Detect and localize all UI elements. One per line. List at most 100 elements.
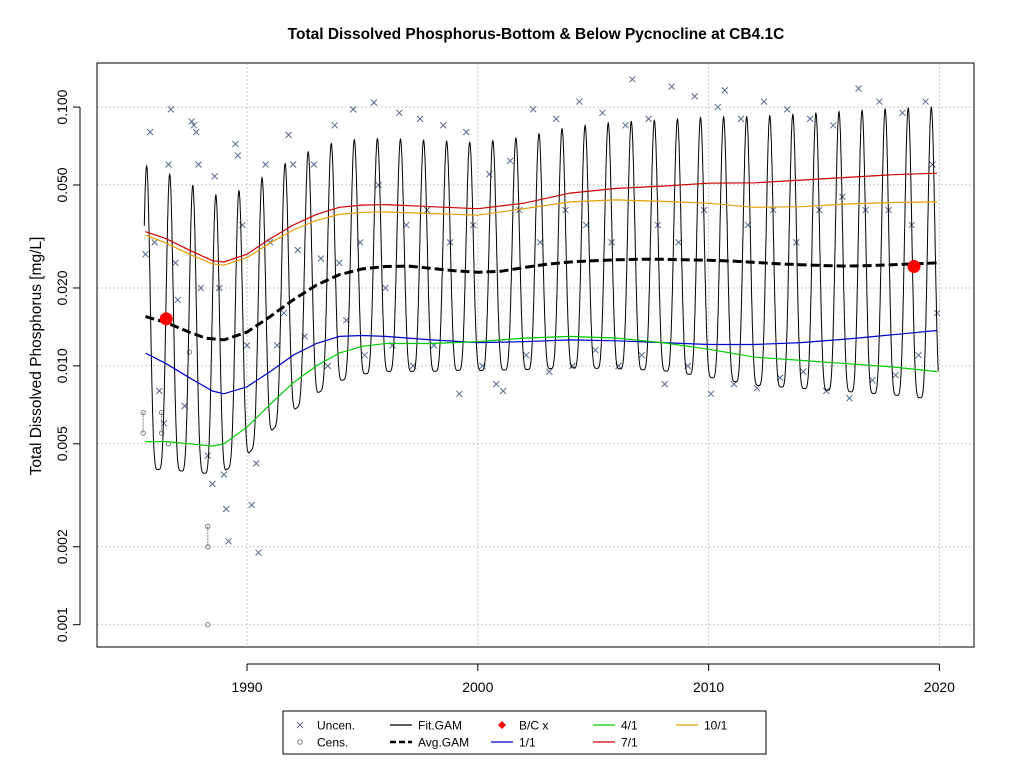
uncensored-point xyxy=(190,121,198,129)
uncensored-x-stroke xyxy=(668,83,676,90)
x-tick-label: 2000 xyxy=(462,679,493,695)
uncensored-point xyxy=(289,161,297,168)
uncensored-point xyxy=(172,259,179,267)
uncensored-x-stroke xyxy=(172,259,179,267)
uncensored-point xyxy=(375,181,382,189)
uncensored-x-stroke xyxy=(335,259,343,267)
uncensored-x-stroke xyxy=(423,206,431,214)
uncensored-x-stroke xyxy=(753,384,761,392)
uncensored-point xyxy=(317,255,325,262)
uncensored-point xyxy=(915,351,922,359)
uncensored-x-stroke xyxy=(188,118,195,125)
censored-marker xyxy=(158,430,165,436)
uncensored-x-stroke xyxy=(382,284,389,292)
uncensored-point xyxy=(799,368,807,375)
uncensored-x-stroke xyxy=(220,471,228,478)
legend-label: Uncen. xyxy=(317,719,355,733)
legend-label: Cens. xyxy=(317,736,348,750)
uncensored-x-stroke xyxy=(197,284,205,292)
legend-box xyxy=(282,710,767,755)
uncensored-point xyxy=(783,105,791,113)
uncensored-x-stroke xyxy=(721,87,729,94)
uncensored-point xyxy=(324,362,332,370)
legend-label: B/C x xyxy=(519,719,548,733)
uncensored-point xyxy=(629,75,636,83)
uncensored-x-stroke xyxy=(929,161,936,168)
uncensored-point xyxy=(273,342,281,349)
legend-item-10-1: 10/1 xyxy=(676,719,728,733)
uncensored-x-stroke xyxy=(252,460,260,467)
uncensored-point xyxy=(899,109,906,117)
uncensored-point xyxy=(243,342,251,349)
uncensored-point xyxy=(310,161,318,168)
uncensored-x-stroke xyxy=(915,351,922,359)
uncensored-x-stroke xyxy=(310,161,318,168)
uncensored-point xyxy=(506,157,514,165)
legend-item-avg-gam: Avg.GAM xyxy=(390,736,469,750)
uncensored-point xyxy=(370,99,378,107)
uncensored-point xyxy=(522,351,530,359)
uncensored-point xyxy=(545,368,553,375)
uncensored-x-stroke xyxy=(536,239,544,246)
y-tick-label: 0.010 xyxy=(54,348,70,383)
uncensored-point xyxy=(416,115,424,123)
y-axis: 0.001 0.002 0.005 0.010 0.020 0.050 0.100 xyxy=(54,89,81,642)
uncensored-x-stroke xyxy=(933,309,941,317)
x-tick-label: 2020 xyxy=(924,679,955,695)
uncensored-x-stroke xyxy=(211,172,219,180)
uncensored-x-stroke xyxy=(499,387,507,395)
censored-marker xyxy=(140,430,146,436)
uncensored-point xyxy=(165,161,172,168)
uncensored-point xyxy=(599,109,606,117)
uncensored-point xyxy=(714,103,722,111)
uncensored-point xyxy=(188,118,195,125)
censored-point xyxy=(205,523,211,550)
uncensored-point xyxy=(929,161,936,168)
uncensored-point xyxy=(536,239,544,246)
plot-frame xyxy=(96,62,975,648)
uncensored-point xyxy=(255,549,262,556)
uncensored-point xyxy=(395,109,403,117)
uncensored-point xyxy=(661,380,669,388)
y-tick-label: 0.005 xyxy=(54,426,70,461)
uncensored-x-stroke xyxy=(622,121,629,129)
uncensored-x-stroke xyxy=(462,128,470,136)
uncensored-x-stroke xyxy=(569,362,576,370)
uncensored-x-stroke xyxy=(165,161,172,168)
censored-point xyxy=(186,349,193,355)
uncensored-x-stroke xyxy=(232,140,239,148)
legend-label: 4/1 xyxy=(621,719,638,733)
uncensored-point xyxy=(262,161,269,168)
uncensored-point xyxy=(892,371,899,379)
uncensored-x-stroke xyxy=(416,115,424,123)
uncensored-point xyxy=(638,351,646,359)
uncensored-x-stroke xyxy=(204,452,212,459)
uncensored-x-stroke xyxy=(876,98,883,105)
uncensored-x-stroke xyxy=(142,250,149,258)
uncensored-point xyxy=(876,98,883,105)
uncensored-x-stroke xyxy=(324,362,332,370)
plot-marks xyxy=(140,75,941,628)
bc-point xyxy=(907,260,921,274)
uncensored-x-stroke xyxy=(545,368,553,375)
uncensored-point xyxy=(204,452,212,459)
uncensored-point xyxy=(829,121,837,129)
uncensored-x-stroke xyxy=(707,390,715,398)
uncensored-x-stroke xyxy=(846,394,853,402)
uncensored-x-stroke xyxy=(195,161,202,168)
uncensored-x-stroke xyxy=(234,152,242,159)
uncensored-point xyxy=(222,505,230,513)
uncensored-x-stroke xyxy=(575,98,583,105)
legend-label: 1/1 xyxy=(519,736,536,750)
uncensored-x-stroke xyxy=(661,380,669,388)
uncensored-point xyxy=(234,152,242,159)
x-axis: 1990 2000 2010 2020 xyxy=(231,663,955,695)
uncensored-point xyxy=(707,390,715,398)
y-axis-label: Total Dissolved Phosphorus [mg/L] xyxy=(28,237,45,476)
x-tick-label: 1990 xyxy=(231,679,262,695)
uncensored-point xyxy=(220,471,228,478)
uncensored-x-stroke xyxy=(225,537,232,545)
uncensored-x-stroke xyxy=(629,75,636,83)
uncensored-x-stroke xyxy=(869,376,876,384)
